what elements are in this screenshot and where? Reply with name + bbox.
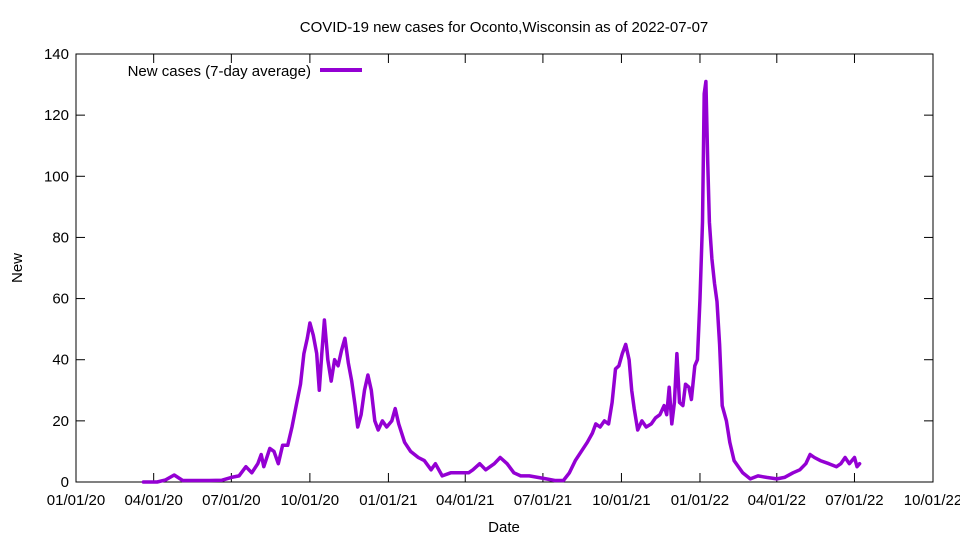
legend: New cases (7-day average)	[128, 63, 362, 80]
x-tick-label: 01/01/20	[47, 492, 105, 509]
y-axis: 0 20 40 60 80 100 120 140	[44, 46, 933, 491]
y-tick-label: 0	[61, 474, 69, 491]
chart-title: COVID-19 new cases for Oconto,Wisconsin …	[300, 19, 709, 36]
x-tick-label: 04/01/20	[124, 492, 182, 509]
y-tick-label: 80	[52, 229, 69, 246]
x-tick-label: 04/01/22	[748, 492, 806, 509]
x-tick-label: 10/01/20	[281, 492, 339, 509]
x-tick-label: 10/01/22	[904, 492, 960, 509]
x-tick-label: 04/01/21	[436, 492, 494, 509]
legend-label: New cases (7-day average)	[128, 63, 311, 80]
y-tick-label: 120	[44, 107, 69, 124]
x-tick-label: 07/01/21	[514, 492, 572, 509]
y-tick-label: 20	[52, 413, 69, 430]
y-tick-label: 100	[44, 168, 69, 185]
y-tick-label: 140	[44, 46, 69, 63]
series-line	[141, 79, 862, 484]
y-tick-label: 40	[52, 352, 69, 369]
x-tick-label: 01/01/22	[671, 492, 729, 509]
plot-area-frame	[75, 53, 934, 483]
series-layer	[141, 79, 862, 484]
x-axis-label: Date	[488, 519, 520, 536]
x-axis: 01/01/20 04/01/20 07/01/20 10/01/20 01/01/21…	[47, 54, 960, 509]
x-tick-label: 07/01/22	[825, 492, 883, 509]
y-tick-label: 60	[52, 291, 69, 308]
x-tick-label: 10/01/21	[592, 492, 650, 509]
y-axis-label: New	[9, 253, 26, 283]
x-tick-label: 07/01/20	[202, 492, 260, 509]
x-tick-label: 01/01/21	[359, 492, 417, 509]
